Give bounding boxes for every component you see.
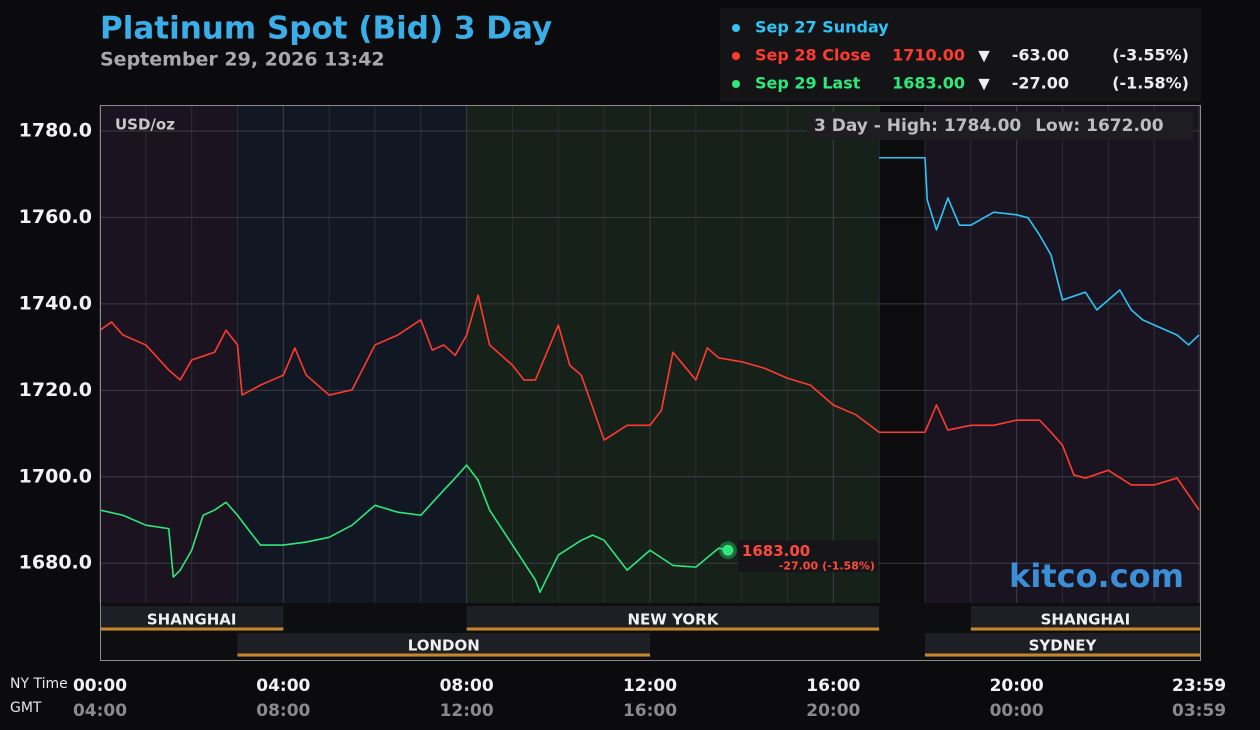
low-value: 1672.00 — [1086, 116, 1164, 136]
y-tick-label: 1780.0 — [19, 119, 92, 141]
x2-tick-label: 20:00 — [806, 701, 860, 721]
session-block — [925, 633, 1200, 657]
last-annotation: 1683.00-27.00 (-1.58%) — [718, 540, 878, 573]
session-label: SHANGHAI — [1041, 611, 1131, 629]
session-block — [970, 606, 1200, 631]
x-tick-label: 04:00 — [256, 676, 310, 696]
x2-tick-label: 04:00 — [73, 701, 127, 721]
y-tick-label: 1700.0 — [19, 465, 92, 487]
legend-change-pct: (-1.58%) — [1112, 74, 1189, 93]
last-change-value: -27.00 — [779, 559, 819, 572]
x-tick-label: 23:59 — [1172, 676, 1226, 696]
x2-tick-label: 16:00 — [623, 701, 677, 721]
last-change: -27.00 (-1.58%) — [779, 559, 875, 572]
x-tick-label: 20:00 — [990, 676, 1044, 696]
x2-tick-label: 00:00 — [990, 701, 1044, 721]
axes: 1680.0 1700.0 1720.0 1740.0 1760.0 1780.0 00:0… — [19, 119, 1226, 721]
x-tick-label: 00:00 — [73, 676, 127, 696]
last-change-pct: (-1.58%) — [822, 559, 875, 572]
x-tick-label: 08:00 — [440, 676, 494, 696]
low-label: Low: — [1035, 116, 1080, 136]
legend-marker — [732, 80, 740, 88]
x-tick-label: 16:00 — [806, 676, 860, 696]
x-axis-label: NY Time — [10, 676, 68, 692]
legend-change: -27.00 — [1012, 74, 1069, 93]
y-tick-label: 1720.0 — [19, 379, 92, 401]
legend-label: Sep 29 Last — [755, 74, 861, 93]
legend-marker — [732, 24, 740, 32]
legend-price: 1683.00 — [892, 74, 965, 93]
legend-label: Sep 28 Close — [755, 46, 871, 65]
series-line — [879, 156, 1200, 346]
y-tick-label: 1740.0 — [19, 292, 92, 314]
series-line — [99, 294, 1200, 511]
annotation-box — [737, 540, 878, 573]
high-label: 3 Day - High: — [814, 116, 938, 136]
x2-tick-label: 08:00 — [256, 701, 310, 721]
plot-border — [100, 105, 1201, 661]
legend-arrow: ▼ — [978, 75, 990, 93]
session-block — [466, 606, 880, 631]
legend-arrow: ▼ — [978, 47, 990, 65]
watermark: kitco.com — [1009, 557, 1184, 595]
x2-axis-label: GMT — [10, 700, 42, 716]
x2-tick-label: 12:00 — [440, 701, 494, 721]
y-tick-label: 1680.0 — [19, 552, 92, 574]
last-price: 1683.00 — [742, 542, 810, 560]
legend-box — [720, 8, 1201, 102]
legend-marker — [732, 52, 740, 60]
lines — [99, 156, 1200, 593]
sessions: SHANGHAI NEW YORK SHANGHAI LONDON SYDNEY — [100, 603, 1200, 660]
chart-subtitle: September 29, 2026 13:42 — [100, 49, 385, 71]
session-shade — [237, 105, 467, 603]
legend: Sep 27 Sunday Sep 28 Close 1710.00 ▼ -63.00 (… — [732, 18, 1189, 93]
legend-change: -63.00 — [1012, 46, 1069, 65]
session-shade — [100, 105, 238, 603]
chart-title: Platinum Spot (Bid) 3 Day — [100, 11, 552, 47]
x2-tick-label: 03:59 — [1172, 701, 1226, 721]
high-value: 1784.00 — [944, 116, 1022, 136]
session-label: NEW YORK — [628, 611, 720, 629]
legend-label: Sep 27 Sunday — [755, 18, 889, 37]
session-label: LONDON — [408, 637, 480, 655]
session-label: SYDNEY — [1029, 637, 1098, 655]
y-tick-label: 1760.0 — [19, 206, 92, 228]
x-tick-label: 12:00 — [623, 676, 677, 696]
series-line — [99, 464, 729, 593]
last-point — [722, 544, 734, 556]
session-label: SHANGHAI — [147, 611, 237, 629]
session-block — [100, 606, 284, 631]
unit-label: USD/oz — [115, 116, 175, 134]
high-low: 3 Day - High: 1784.00 Low: 1672.00 — [814, 116, 1164, 136]
legend-price: 1710.00 — [892, 46, 965, 65]
session-shade — [879, 105, 925, 603]
legend-change-pct: (-3.55%) — [1112, 46, 1189, 65]
high-low-box — [807, 112, 1193, 140]
session-block — [237, 633, 650, 657]
